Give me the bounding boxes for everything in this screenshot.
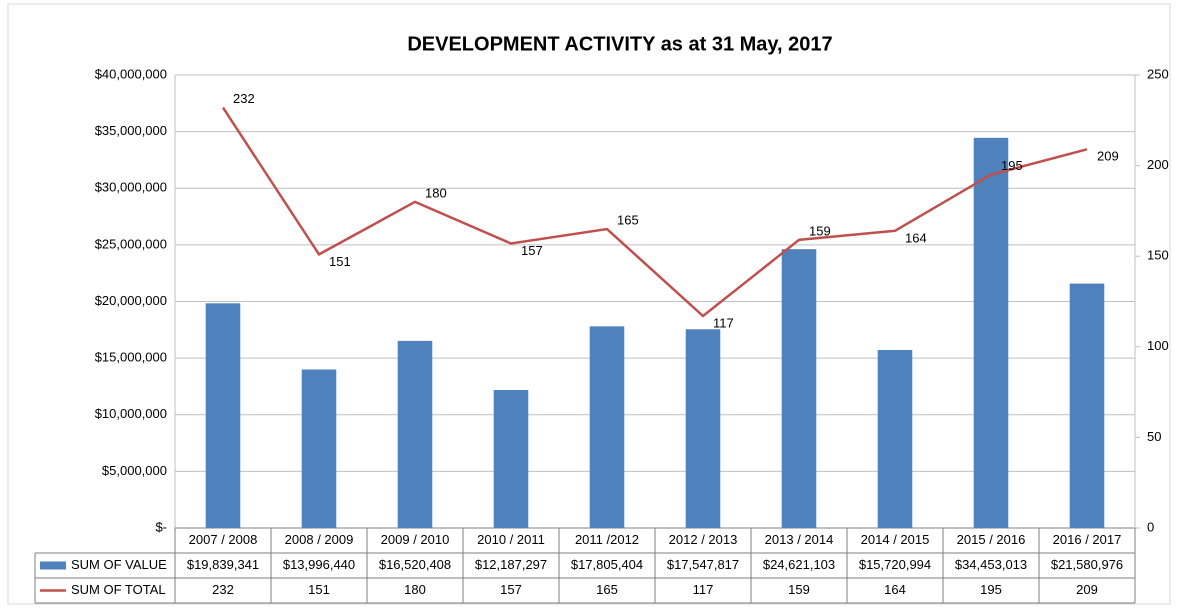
- y-tick-label: $-: [155, 519, 167, 534]
- x-tick-label: 2008 / 2009: [285, 532, 354, 547]
- y-tick-label: $10,000,000: [95, 406, 167, 421]
- table-cell: 117: [693, 582, 714, 597]
- table-cell: $19,839,341: [187, 557, 259, 572]
- table-cell: $16,520,408: [379, 557, 451, 572]
- table-cell: $21,580,976: [1051, 557, 1123, 572]
- table-cell: 180: [404, 582, 426, 597]
- table-cell: 159: [788, 582, 810, 597]
- table-cell: $24,621,103: [763, 557, 835, 572]
- table-cell: $34,453,013: [955, 557, 1027, 572]
- table-cell: 164: [884, 582, 906, 597]
- table-cell: 195: [980, 582, 1002, 597]
- y-tick-label: $35,000,000: [95, 123, 167, 138]
- table-cell: $17,805,404: [571, 557, 643, 572]
- bar: [781, 249, 817, 528]
- data-label: 117: [713, 315, 734, 330]
- x-tick-label: 2016 / 2017: [1053, 532, 1122, 547]
- bar: [589, 326, 625, 528]
- bar: [973, 137, 1009, 528]
- x-tick-label: 2013 / 2014: [765, 532, 834, 547]
- legend-swatch: [40, 561, 66, 570]
- data-label: 180: [425, 185, 447, 200]
- y-tick-label: $5,000,000: [102, 463, 167, 478]
- table-cell: 165: [596, 582, 618, 597]
- x-tick-label: 2011 /2012: [575, 532, 639, 547]
- y2-tick-label: 250: [1147, 66, 1169, 81]
- bar: [1069, 283, 1105, 528]
- table-cell: $13,996,440: [283, 557, 355, 572]
- data-label: 151: [329, 254, 351, 269]
- x-tick-label: 2014 / 2015: [861, 532, 930, 547]
- legend-label: SUM OF VALUE: [71, 557, 167, 572]
- table-cell: 209: [1076, 582, 1098, 597]
- x-tick-label: 2009 / 2010: [381, 532, 450, 547]
- data-label: 232: [233, 91, 255, 106]
- x-tick-label: 2007 / 2008: [189, 532, 258, 547]
- x-tick-label: 2012 / 2013: [669, 532, 738, 547]
- bar: [877, 349, 913, 528]
- table-cell: $12,187,297: [475, 557, 547, 572]
- table-cell: 157: [500, 582, 522, 597]
- y2-tick-label: 100: [1147, 338, 1169, 353]
- bar: [685, 329, 721, 528]
- table-cell: $17,547,817: [667, 557, 739, 572]
- legend-label: SUM OF TOTAL: [71, 582, 166, 597]
- y-tick-label: $15,000,000: [95, 350, 167, 365]
- bar: [493, 389, 529, 528]
- data-label: 165: [617, 212, 639, 227]
- data-label: 157: [521, 243, 543, 258]
- bar: [301, 369, 337, 528]
- data-label: 159: [809, 223, 831, 238]
- bar: [397, 340, 433, 528]
- line: [221, 106, 1088, 318]
- data-label: 209: [1097, 149, 1119, 164]
- x-tick-label: 2015 / 2016: [957, 532, 1026, 547]
- data-label: 195: [1001, 158, 1023, 173]
- table-cell: $15,720,994: [859, 557, 931, 572]
- chart-title: DEVELOPMENT ACTIVITY as at 31 May, 2017: [407, 33, 832, 55]
- y2-tick-label: 150: [1147, 248, 1169, 263]
- y2-tick-label: 200: [1147, 157, 1169, 172]
- y2-tick-label: 50: [1147, 429, 1161, 444]
- y2-tick-label: 0: [1147, 519, 1154, 534]
- y-tick-label: $25,000,000: [95, 236, 167, 251]
- bar: [205, 303, 241, 528]
- data-label: 164: [905, 230, 927, 245]
- table-cell: 151: [308, 582, 330, 597]
- y-tick-label: $40,000,000: [95, 66, 167, 81]
- y-tick-label: $20,000,000: [95, 293, 167, 308]
- table-cell: 232: [212, 582, 234, 597]
- x-tick-label: 2010 / 2011: [477, 532, 545, 547]
- y-tick-label: $30,000,000: [95, 180, 167, 195]
